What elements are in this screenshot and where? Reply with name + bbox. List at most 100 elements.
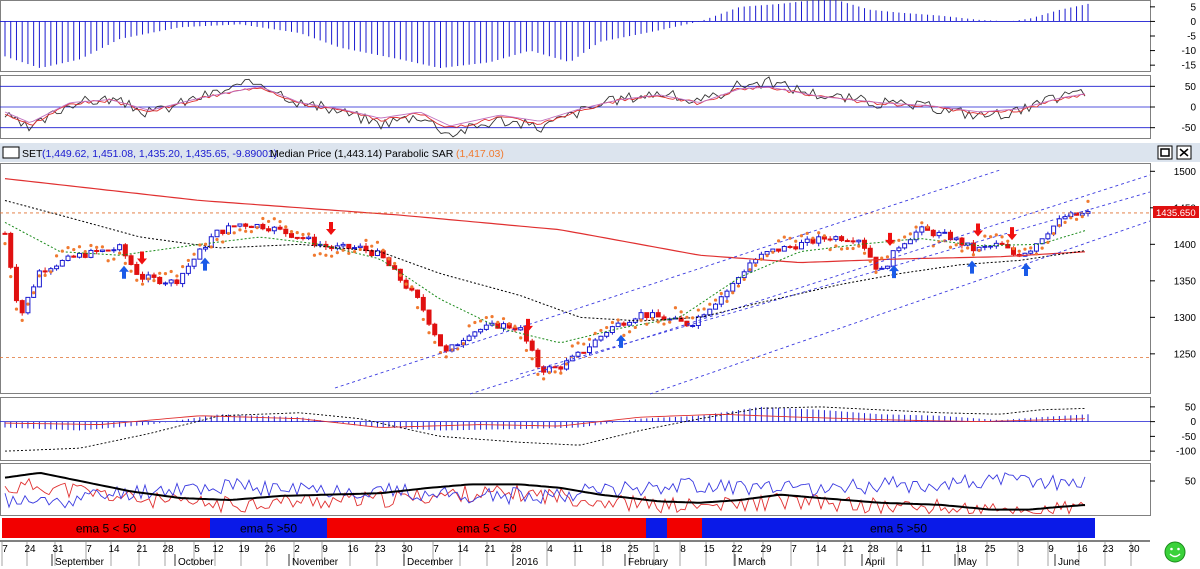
candle-body [283, 228, 289, 235]
candle-body [168, 279, 174, 284]
candle-body [352, 247, 358, 250]
sar-dot [645, 322, 649, 326]
candle-body [707, 308, 713, 316]
candle-body [919, 226, 925, 233]
candle-body [615, 322, 621, 328]
day-label: 26 [264, 544, 276, 555]
candle-body [609, 326, 615, 334]
candle-body [798, 241, 804, 250]
sar-dot [622, 333, 626, 338]
sar-dot [708, 302, 712, 306]
sar-dot [341, 248, 345, 252]
sar-dot [817, 231, 821, 235]
candle-body [277, 226, 283, 230]
day-label: 9 [1048, 544, 1054, 555]
day-label: 3 [1018, 544, 1024, 555]
candle-body [472, 331, 478, 337]
candle-body [724, 290, 730, 298]
candle-body [266, 228, 272, 232]
sar-dot [479, 319, 483, 323]
day-label: 25 [984, 544, 996, 555]
candle-body [518, 327, 524, 331]
candle-body [495, 322, 501, 329]
sar-dot [433, 340, 437, 344]
channel-line-2 [649, 220, 1151, 395]
sar-dot [100, 245, 105, 249]
sar-dot [1074, 217, 1079, 221]
trend-band-label: ema 5 >50 [870, 522, 927, 536]
candle-body [695, 316, 701, 326]
candle-body [999, 242, 1005, 245]
sar-dot [375, 240, 380, 244]
day-label: 21 [842, 544, 854, 555]
sar-dot [203, 242, 208, 246]
day-label: 8 [680, 544, 686, 555]
candle-body [271, 226, 277, 232]
smiley-icon[interactable] [1164, 541, 1186, 563]
candle-body [1079, 212, 1085, 216]
candle-body [478, 328, 484, 333]
sar-dot [112, 257, 116, 261]
candle-body [220, 229, 226, 234]
day-label: 7 [86, 544, 92, 555]
candle-body [140, 273, 146, 280]
candle-body [644, 312, 650, 318]
sar-dot [490, 314, 494, 319]
candle-body [2, 232, 8, 235]
candle-body [214, 229, 220, 238]
candle-body [340, 243, 346, 247]
sar-dot [152, 279, 156, 283]
osc-tick-label: -50 [1182, 123, 1197, 134]
candle-body [105, 249, 111, 252]
day-label: 11 [921, 544, 932, 555]
candle-body [426, 309, 432, 325]
channel-line-1 [469, 174, 1151, 395]
sar-dot [1069, 216, 1073, 220]
sar-dot [851, 246, 855, 251]
sar-dot [1000, 235, 1004, 239]
sar-dot [977, 248, 981, 253]
candle-body [76, 252, 82, 258]
candle-body [884, 265, 890, 269]
sar-dot [410, 285, 414, 289]
candle-body [787, 245, 793, 248]
candle-body [409, 287, 415, 291]
candle-body [122, 244, 128, 257]
candle-body [42, 270, 48, 273]
sar-dot [266, 219, 271, 224]
candle-body [346, 243, 352, 249]
sar-dot [536, 372, 540, 376]
day-label: 15 [703, 544, 715, 555]
month-label: February [628, 557, 668, 568]
candle-body [174, 279, 180, 285]
candle-body [71, 255, 77, 258]
trend-band-label: ema 5 >50 [240, 522, 297, 536]
candle-body [151, 274, 157, 278]
sar-dot [599, 328, 603, 333]
buy-arrow [616, 334, 626, 348]
sar-dot [278, 219, 282, 224]
sar-dot [799, 234, 804, 238]
price-tick-label: 1300 [1174, 313, 1197, 324]
sar-dot [593, 331, 597, 335]
osc-tick-label: 0 [1190, 103, 1196, 114]
close-icon[interactable] [1176, 145, 1192, 160]
sar-dot [960, 249, 964, 253]
sar-dot [908, 232, 912, 236]
sar-dot [765, 254, 769, 258]
sar-dot [501, 317, 506, 321]
panel-menu-icon[interactable] [2, 146, 20, 159]
sar-dot [1057, 223, 1061, 228]
macd-top-tick-label: 5 [1190, 2, 1196, 13]
candle-body [804, 238, 810, 243]
sell-arrow [523, 318, 533, 332]
macd-lower-frame [0, 397, 1151, 461]
candle-body [867, 247, 873, 258]
candle-body [374, 250, 380, 257]
sar-dot [542, 377, 546, 381]
sar-dot [37, 274, 41, 278]
sar-dot [679, 310, 683, 314]
candle-body [844, 240, 850, 243]
maximize-icon[interactable] [1157, 145, 1173, 160]
macd-lower-panel [0, 406, 1150, 452]
